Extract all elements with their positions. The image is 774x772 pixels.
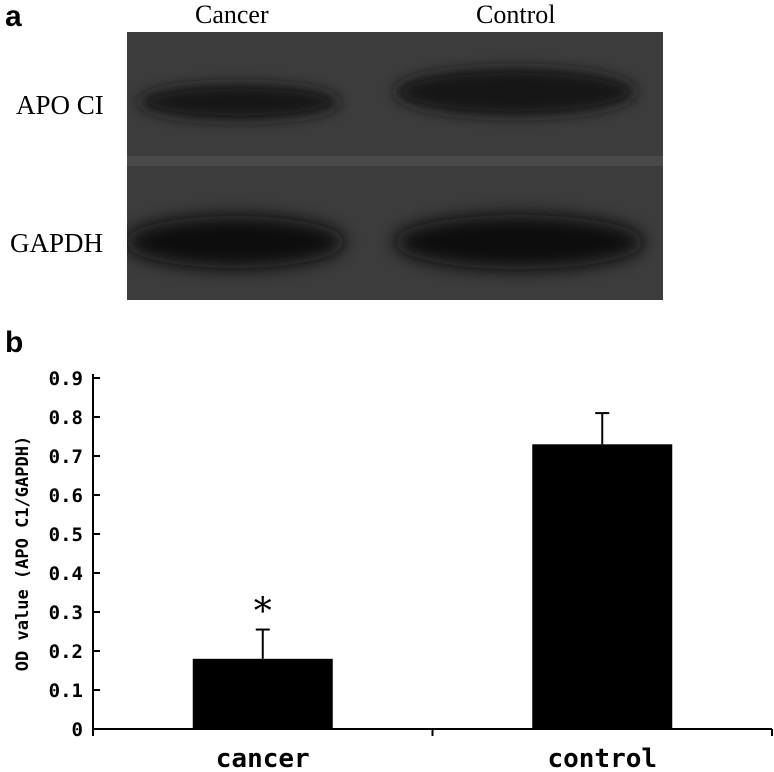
bars xyxy=(192,444,673,729)
y-tick-label: 0.8 xyxy=(49,407,83,429)
od-bar-chart: 0 0.1 0.2 0.3 0.4 0.5 0.6 0.7 0.8 0.9 * cancer con… xyxy=(13,368,773,772)
row-label-apo-ci: APO CI xyxy=(16,90,104,120)
lane-label-cancer: Cancer xyxy=(195,0,269,29)
y-tick-label: 0.9 xyxy=(49,368,83,390)
error-bars: * xyxy=(254,412,610,659)
category-label-control: control xyxy=(547,744,657,772)
significance-marker: * xyxy=(254,592,272,633)
category-label-cancer: cancer xyxy=(216,744,310,772)
western-blot-image xyxy=(127,32,663,300)
blot-membrane-seam xyxy=(127,156,663,166)
band-gapdh-control xyxy=(394,215,644,269)
y-tick-label: 0.6 xyxy=(49,485,83,507)
y-tick-label: 0.5 xyxy=(49,524,83,546)
row-label-gapdh: GAPDH xyxy=(10,228,104,258)
bar-cancer xyxy=(192,658,333,729)
panel-b-label: b xyxy=(5,326,24,359)
y-tick-label: 0.7 xyxy=(49,446,83,468)
y-tick-label: 0.2 xyxy=(49,641,83,663)
panel-a-label: a xyxy=(5,0,22,33)
bar-control xyxy=(532,444,673,729)
y-tick-label: 0.3 xyxy=(49,602,83,624)
band-apo-ci-cancer xyxy=(139,84,339,120)
category-labels: cancer control xyxy=(216,744,657,772)
y-ticks: 0 0.1 0.2 0.3 0.4 0.5 0.6 0.7 0.8 0.9 xyxy=(49,368,100,741)
y-axis-label: OD value (APO C1/GAPDH) xyxy=(13,436,33,671)
y-tick-label: 0 xyxy=(72,719,83,741)
y-tick-label: 0.4 xyxy=(49,563,83,585)
lane-label-control: Control xyxy=(476,0,556,29)
band-apo-ci-control xyxy=(395,68,635,116)
band-gapdh-cancer xyxy=(127,216,345,268)
y-tick-label: 0.1 xyxy=(49,680,83,702)
